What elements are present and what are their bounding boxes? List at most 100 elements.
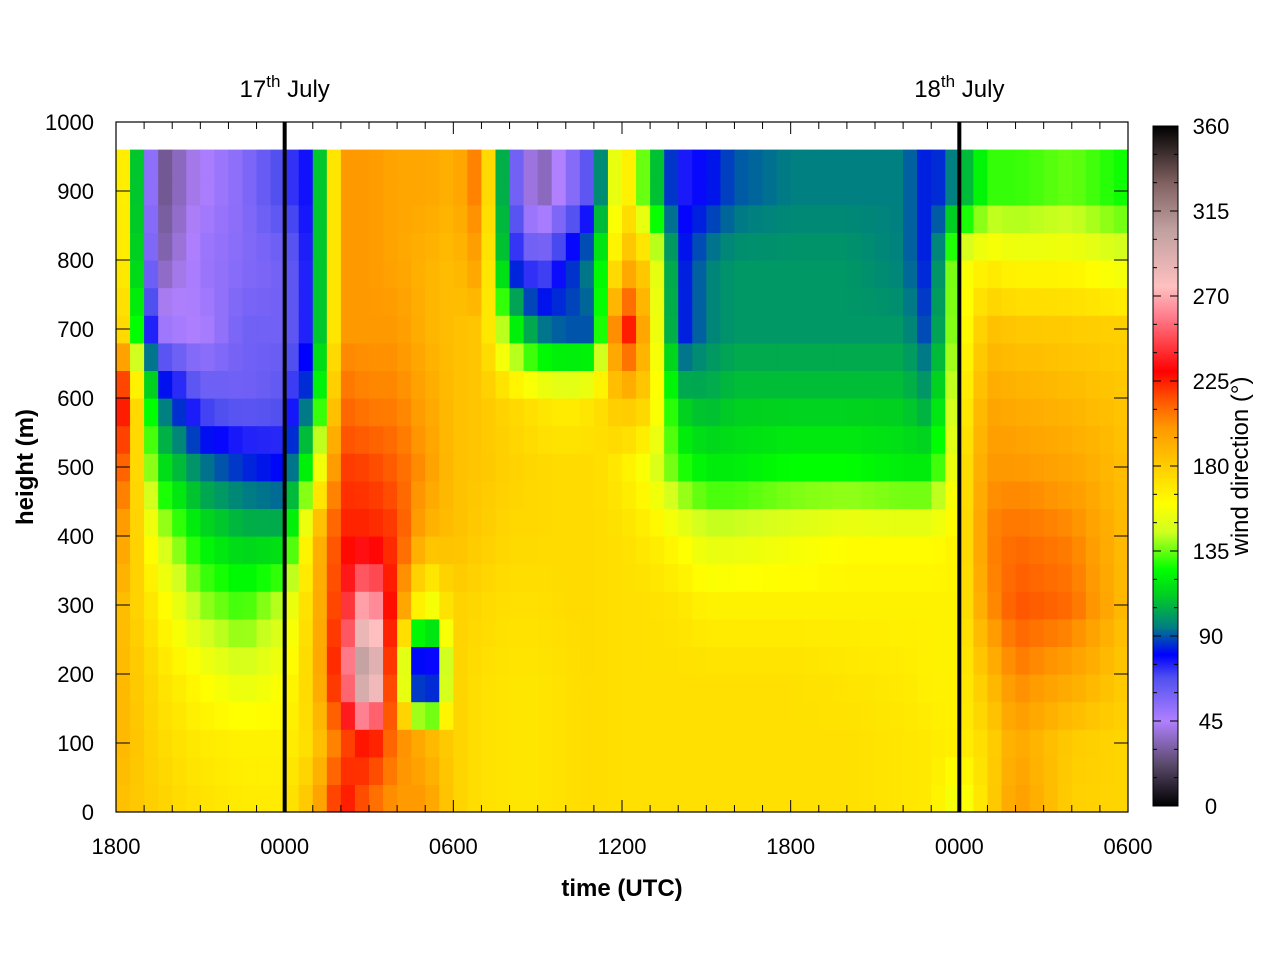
heatmap-cell (692, 453, 707, 482)
heatmap-cell (720, 149, 736, 178)
heatmap-cell (200, 260, 215, 289)
heatmap-cell (1057, 563, 1073, 592)
heatmap-cell (579, 287, 595, 316)
heatmap-cell (523, 563, 539, 592)
heatmap-cell (425, 177, 440, 206)
heatmap-cell (1085, 260, 1101, 289)
heatmap-cell (1071, 453, 1087, 482)
heatmap-cell (214, 536, 230, 565)
heatmap-cell (467, 260, 483, 289)
heatmap-cell (270, 260, 286, 289)
heatmap-cell (917, 425, 932, 454)
heatmap-cell (1113, 646, 1128, 675)
heatmap-cell (116, 232, 131, 261)
heatmap-cell (312, 701, 328, 730)
heatmap-cell (860, 480, 876, 509)
heatmap-cell (636, 756, 651, 785)
heatmap-cell (284, 756, 300, 785)
heatmap-cell (846, 618, 862, 647)
heatmap-cell (439, 232, 454, 261)
heatmap-cell (987, 756, 1003, 785)
heatmap-cell (439, 315, 454, 344)
heatmap-cell (439, 646, 454, 675)
heatmap-cell (860, 149, 876, 178)
heatmap-cell (804, 591, 820, 620)
heatmap-cell (1029, 287, 1045, 316)
heatmap-cell (214, 398, 230, 427)
heatmap-cell (383, 674, 398, 703)
heatmap-cell (340, 563, 356, 592)
heatmap-cell (593, 149, 609, 178)
heatmap-cell (186, 563, 201, 592)
heatmap-cell (846, 756, 862, 785)
heatmap-cell (453, 398, 468, 427)
heatmap-cell (495, 508, 511, 537)
heatmap-cell (284, 536, 300, 565)
heatmap-cell (1071, 177, 1087, 206)
heatmap-cell (1015, 674, 1031, 703)
heatmap-cell (692, 287, 707, 316)
heatmap-cell (270, 232, 286, 261)
heatmap-cell (411, 646, 426, 675)
heatmap-cell (200, 674, 215, 703)
heatmap-cell (1015, 563, 1031, 592)
heatmap-cell (973, 784, 989, 812)
heatmap-cell (1085, 425, 1101, 454)
heatmap-cell (593, 425, 609, 454)
heatmap-cell (860, 232, 876, 261)
heatmap-cell (228, 315, 244, 344)
heatmap-cell (523, 674, 539, 703)
heatmap-cell (537, 729, 553, 758)
heatmap-cell (804, 674, 820, 703)
heatmap-cell (425, 618, 440, 647)
heatmap-cell (889, 398, 904, 427)
heatmap-cell (607, 315, 623, 344)
heatmap-cell (889, 260, 904, 289)
heatmap-cell (593, 563, 609, 592)
heatmap-cell (678, 646, 693, 675)
heatmap-cell (622, 177, 637, 206)
heatmap-cell (706, 646, 721, 675)
heatmap-cell (1001, 398, 1017, 427)
heatmap-cell (551, 287, 567, 316)
heatmap-cell (664, 508, 679, 537)
heatmap-cell (987, 315, 1003, 344)
heatmap-cell (537, 260, 553, 289)
heatmap-cell (706, 370, 721, 399)
heatmap-cell (1015, 149, 1031, 178)
heatmap-cell (720, 784, 736, 812)
heatmap-cell (1057, 701, 1073, 730)
heatmap-cell (439, 398, 454, 427)
heatmap-cell (312, 204, 328, 233)
heatmap-cell (425, 315, 440, 344)
heatmap-cell (369, 646, 384, 675)
heatmap-cell (130, 646, 145, 675)
heatmap-cell (312, 508, 328, 537)
heatmap-cell (411, 674, 426, 703)
heatmap-cell (158, 453, 173, 482)
heatmap-cell (116, 701, 131, 730)
y-axis-title: height (m) (12, 409, 39, 525)
heatmap-cell (523, 260, 539, 289)
heatmap-cell (158, 149, 173, 178)
heatmap-cell (917, 232, 932, 261)
heatmap-cell (804, 204, 820, 233)
heatmap-cell (1057, 756, 1073, 785)
heatmap-cell (579, 784, 595, 812)
heatmap-cell (818, 618, 834, 647)
heatmap-cell (579, 480, 595, 509)
heatmap-cell (1099, 287, 1115, 316)
heatmap-cell (889, 563, 904, 592)
x-tick-label: 0000 (935, 834, 984, 859)
heatmap-cell (172, 177, 187, 206)
heatmap-cell (495, 729, 511, 758)
heatmap-cell (664, 729, 679, 758)
heatmap-cell (340, 536, 356, 565)
heatmap-cell (326, 398, 342, 427)
heatmap-cell (959, 370, 974, 399)
heatmap-cell (790, 480, 806, 509)
heatmap-cell (158, 508, 173, 537)
heatmap-cell (931, 232, 946, 261)
heatmap-cell (523, 784, 539, 812)
